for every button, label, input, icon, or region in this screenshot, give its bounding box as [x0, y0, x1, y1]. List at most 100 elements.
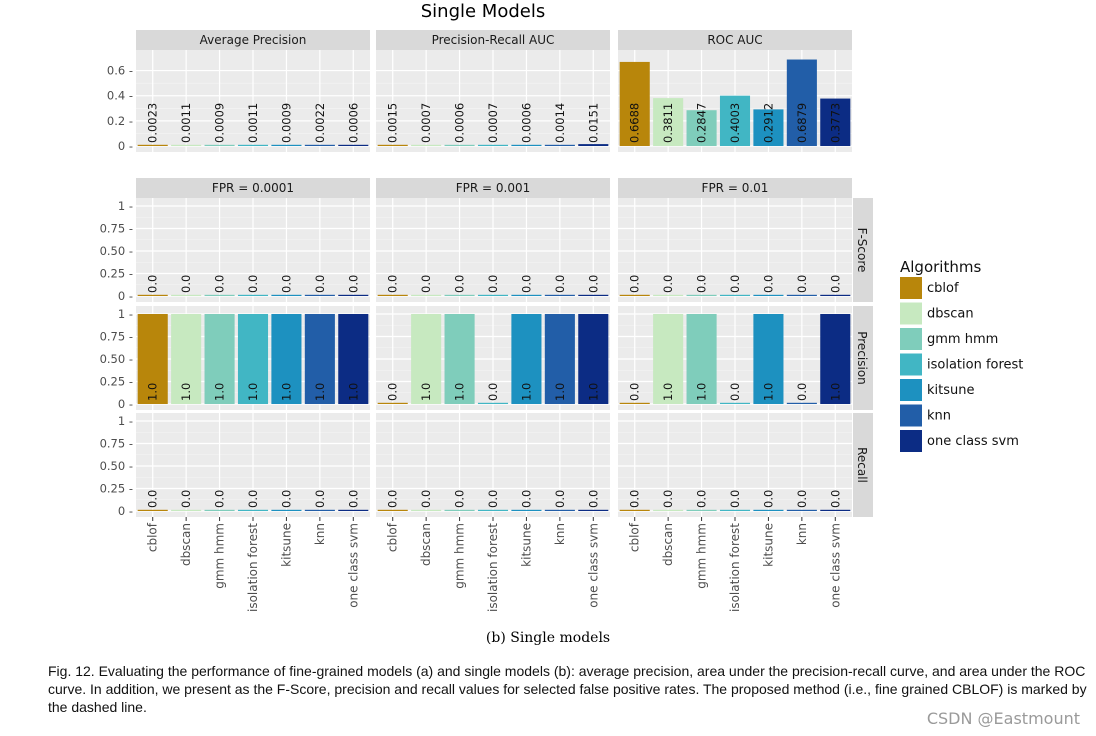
bar-top0-2: [204, 144, 235, 146]
facet-column-title: FPR = 0.01: [702, 181, 769, 195]
bar-value-label: 1.0: [661, 383, 675, 401]
facet-row-title: Recall: [855, 447, 869, 483]
bar-r2c1-4: [511, 509, 542, 511]
bar-r1c0-5: [304, 314, 335, 404]
bar-top1-5: [544, 144, 575, 146]
bar-top2-4: [753, 109, 784, 146]
bar-value-label: 0.0: [313, 490, 327, 508]
bar-value-label: 0.0: [628, 383, 642, 401]
bar-top1-0: [377, 144, 408, 146]
bar-r2c2-6: [820, 509, 851, 511]
bar-r0c1-6: [578, 294, 609, 296]
x-tick-label: knn: [795, 523, 809, 545]
bar-value-label: 0.0: [146, 490, 160, 508]
y-tick-label: 0.50 -: [100, 352, 133, 366]
bar-value-label: 0.0: [179, 490, 193, 508]
bar-r1c1-1: [411, 314, 442, 404]
bar-value-label: 0.0: [728, 383, 742, 401]
bar-value-label: 0.0: [419, 275, 433, 293]
bar-value-label: 0.0: [486, 275, 500, 293]
bar-value-label: 0.0: [695, 275, 709, 293]
bar-value-label: 0.0: [213, 275, 227, 293]
strip-top-2: [618, 30, 852, 50]
bar-r1c0-6: [338, 314, 369, 404]
legend-entry: dbscan: [927, 307, 974, 322]
bar-top0-4: [271, 144, 302, 146]
bar-r0c1-1: [411, 294, 442, 296]
strip-col-0: [136, 178, 370, 198]
bar-r1c1-0: [377, 402, 408, 404]
bar-value-label: 0.0: [795, 490, 809, 508]
legend-entry: knn: [927, 409, 951, 424]
bar-r0c2-3: [719, 294, 751, 296]
bar-value-label: 1.0: [213, 383, 227, 401]
bar-top2-2: [686, 110, 717, 146]
bar-value-label: 0.0022: [313, 103, 327, 143]
bar-r2c0-4: [271, 509, 302, 511]
bar-r1c2-0: [619, 402, 650, 404]
bar-r0c0-4: [271, 294, 302, 296]
bar-value-label: 0.0151: [586, 103, 600, 143]
bar-value-label: 0.0: [695, 490, 709, 508]
bar-value-label: 0.0: [586, 490, 600, 508]
legend-title: Algorithms: [900, 258, 981, 276]
y-tick-label: 1 -: [118, 414, 133, 428]
x-tick-label: cblof: [386, 522, 400, 552]
bar-top1-3: [477, 144, 509, 146]
bar-top1-4: [511, 144, 542, 146]
legend-swatch-2: [900, 328, 922, 350]
bar-value-label: 0.0: [146, 275, 160, 293]
x-tick-label: dbscan: [179, 523, 193, 566]
bar-r2c2-2: [686, 509, 717, 511]
bar-value-label: 0.0: [346, 275, 360, 293]
bar-r2c2-4: [753, 509, 784, 511]
bar-value-label: 0.0: [661, 490, 675, 508]
bar-value-label: 0.0: [419, 490, 433, 508]
bar-value-label: 0.0006: [453, 103, 467, 143]
x-tick-label: cblof: [146, 522, 160, 552]
x-tick-label: one class svm: [586, 523, 600, 608]
bar-value-label: 0.3811: [661, 103, 675, 143]
y-tick-label: 0 -: [118, 397, 133, 411]
y-tick-label: 0.50 -: [100, 244, 133, 258]
bar-r2c1-3: [477, 509, 509, 511]
bar-value-label: 0.0014: [553, 103, 567, 143]
bar-value-label: 0.0: [386, 490, 400, 508]
bar-r2c2-0: [619, 509, 650, 511]
bar-value-label: 0.0011: [246, 103, 260, 143]
legend-swatch-4: [900, 379, 922, 401]
panel-title: ROC AUC: [707, 33, 762, 47]
bar-top2-6: [820, 98, 851, 146]
bar-r0c0-3: [237, 294, 269, 296]
bar-value-label: 0.0: [313, 275, 327, 293]
bar-value-label: 0.0: [453, 490, 467, 508]
facet-row-title: Precision: [855, 331, 869, 385]
bar-value-label: 0.3773: [828, 103, 842, 143]
bar-r2c0-6: [338, 509, 369, 511]
y-tick-label: 0.75 -: [100, 222, 133, 236]
bar-r1c1-3: [477, 402, 509, 404]
bar-value-label: 0.0: [728, 275, 742, 293]
legend-swatch-5: [900, 404, 922, 427]
panel: 0.0 0.0 0.0 0.0 0.0 0.0 0.0: [376, 198, 610, 302]
legend-swatch-1: [900, 302, 922, 325]
bar-value-label: 0.6688: [628, 103, 642, 143]
bar-value-label: 1.0: [179, 383, 193, 401]
bar-value-label: 0.6879: [795, 103, 809, 143]
bar-r2c0-0: [137, 509, 168, 511]
panel: 0.0 0.0 0.0 0.0 0.0 0.0 0.0: [376, 413, 610, 517]
y-tick-label: 0 -: [118, 139, 133, 153]
bar-value-label: 1.0: [346, 383, 360, 401]
bar-value-label: 0.0: [346, 490, 360, 508]
bar-value-label: 0.0009: [213, 103, 227, 143]
bar-value-label: 0.0006: [346, 103, 360, 143]
faceted-bar-chart: Single Models Average Precision 0 - 0.2 - 0.…: [100, 1, 1024, 612]
bar-value-label: 1.0: [146, 383, 160, 401]
panel: 0.0015 0.0007 0.0006 0.0007 0.0006 0.0014 0.01…: [376, 50, 610, 152]
strip-col-2: [618, 178, 852, 198]
bar-r0c1-0: [377, 294, 408, 296]
bar-top0-1: [171, 144, 202, 146]
bar-value-label: 0.0: [761, 490, 775, 508]
x-tick-label: knn: [313, 523, 327, 545]
bar-value-label: 0.0: [795, 275, 809, 293]
